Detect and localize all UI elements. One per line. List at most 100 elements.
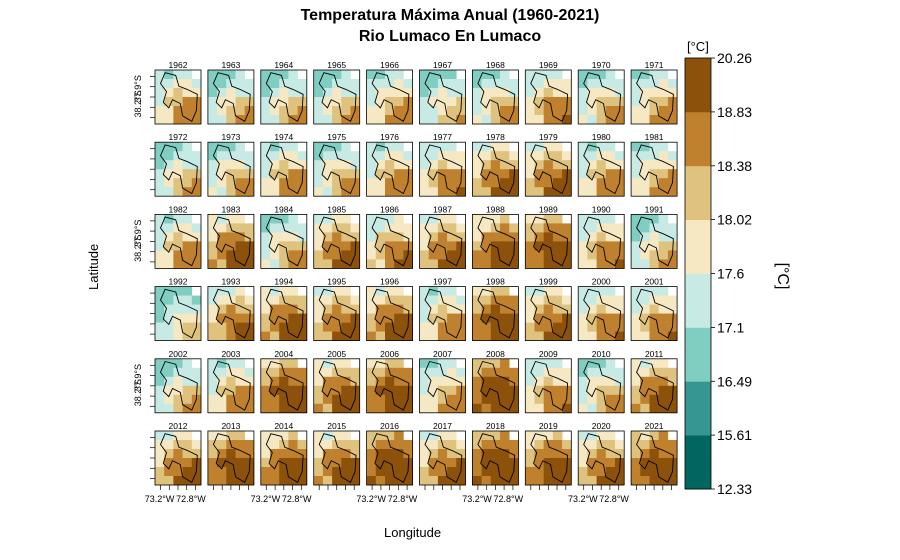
heat-cell — [236, 151, 246, 160]
panel-1966: 1966 — [367, 60, 413, 124]
heat-cell — [173, 187, 183, 196]
panel-1994: 1994 — [261, 277, 307, 341]
panel-1989: 1989 — [525, 204, 571, 268]
heat-cell — [208, 250, 218, 259]
heat-cell — [208, 404, 218, 413]
heat-cell — [208, 449, 218, 458]
panel-1983: 1983 — [208, 204, 254, 268]
heat-cell — [261, 305, 271, 314]
heat-cell — [456, 115, 466, 124]
heat-cell — [208, 259, 218, 268]
panel-year-label: 2013 — [221, 421, 240, 431]
heat-cell — [226, 431, 236, 440]
heat-cell — [245, 79, 255, 88]
heat-cell — [394, 106, 404, 115]
heat-cell — [208, 395, 218, 404]
heat-cell — [659, 169, 669, 178]
heat-cell — [164, 115, 174, 124]
heat-cell — [332, 431, 342, 440]
heat-cell — [650, 386, 660, 395]
heat-cell — [640, 187, 650, 196]
heat-cell — [183, 359, 193, 368]
heat-cell — [341, 151, 351, 160]
heat-cell — [385, 431, 395, 440]
heat-cell — [173, 115, 183, 124]
heat-cell — [192, 296, 202, 305]
panel-1963: 1963 — [208, 60, 254, 124]
heat-cell — [155, 160, 165, 169]
heat-cell — [668, 187, 678, 196]
heat-cell — [341, 386, 351, 395]
heat-cell — [500, 79, 510, 88]
heat-cell — [553, 287, 563, 296]
heat-cell — [261, 160, 271, 169]
heat-cell — [472, 323, 482, 332]
heat-cell — [491, 232, 501, 241]
heat-cell — [472, 476, 482, 485]
heat-cell — [606, 250, 616, 259]
heat-cell — [323, 223, 333, 232]
heat-cell — [631, 395, 641, 404]
heat-cell — [403, 259, 413, 268]
heat-cell — [155, 232, 165, 241]
heat-cell — [500, 323, 510, 332]
heat-cell — [525, 259, 535, 268]
heat-cell — [208, 106, 218, 115]
colorbar-tick-label: 18.38 — [717, 158, 752, 174]
heat-cell — [597, 287, 607, 296]
panel-1967: 1967 — [420, 60, 466, 124]
panel-year-label: 1995 — [327, 277, 346, 287]
heat-cell — [553, 106, 563, 115]
heat-cell — [394, 368, 404, 377]
heat-cell — [668, 79, 678, 88]
heat-cell — [298, 296, 308, 305]
heat-cell — [279, 115, 289, 124]
heat-cell — [332, 377, 342, 386]
heat-cell — [261, 259, 271, 268]
heat-cell — [314, 476, 324, 485]
heat-cell — [420, 305, 430, 314]
x-tick-label: 72.8°W — [599, 494, 629, 504]
panel-year-label: 2008 — [486, 349, 505, 359]
heat-cell — [341, 467, 351, 476]
heat-cell — [578, 323, 588, 332]
heat-cell — [429, 476, 439, 485]
heat-cell — [270, 368, 280, 377]
heat-cell — [650, 259, 660, 268]
heat-cell — [544, 70, 554, 79]
heat-cell — [606, 287, 616, 296]
heat-cell — [155, 250, 165, 259]
heat-cell — [420, 106, 430, 115]
colorbar-tick-label: 16.49 — [717, 373, 752, 389]
heat-cell — [183, 287, 193, 296]
heat-cell — [208, 187, 218, 196]
y-axis-label: Latitude — [86, 244, 101, 290]
heat-cell — [578, 232, 588, 241]
heat-cell — [525, 404, 535, 413]
heat-cell — [183, 440, 193, 449]
heat-cell — [438, 431, 448, 440]
heat-cell — [298, 332, 308, 341]
heat-cell — [650, 88, 660, 97]
heat-cell — [341, 296, 351, 305]
heat-cell — [385, 449, 395, 458]
heat-cell — [217, 368, 227, 377]
heat-cell — [332, 287, 342, 296]
heat-cell — [429, 115, 439, 124]
heat-cell — [606, 386, 616, 395]
x-tick-label: 73.2°W — [462, 494, 492, 504]
heat-cell — [226, 241, 236, 250]
heat-cell — [544, 115, 554, 124]
heat-cell — [226, 359, 236, 368]
heat-cell — [226, 214, 236, 223]
heat-cell — [535, 404, 545, 413]
heat-cell — [553, 151, 563, 160]
panel-year-label: 1977 — [433, 132, 452, 142]
heat-cell — [447, 386, 457, 395]
heat-cell — [270, 79, 280, 88]
heat-cell — [597, 259, 607, 268]
heat-cell — [323, 404, 333, 413]
heat-cell — [332, 332, 342, 341]
heat-cell — [394, 97, 404, 106]
heat-cell — [155, 467, 165, 476]
